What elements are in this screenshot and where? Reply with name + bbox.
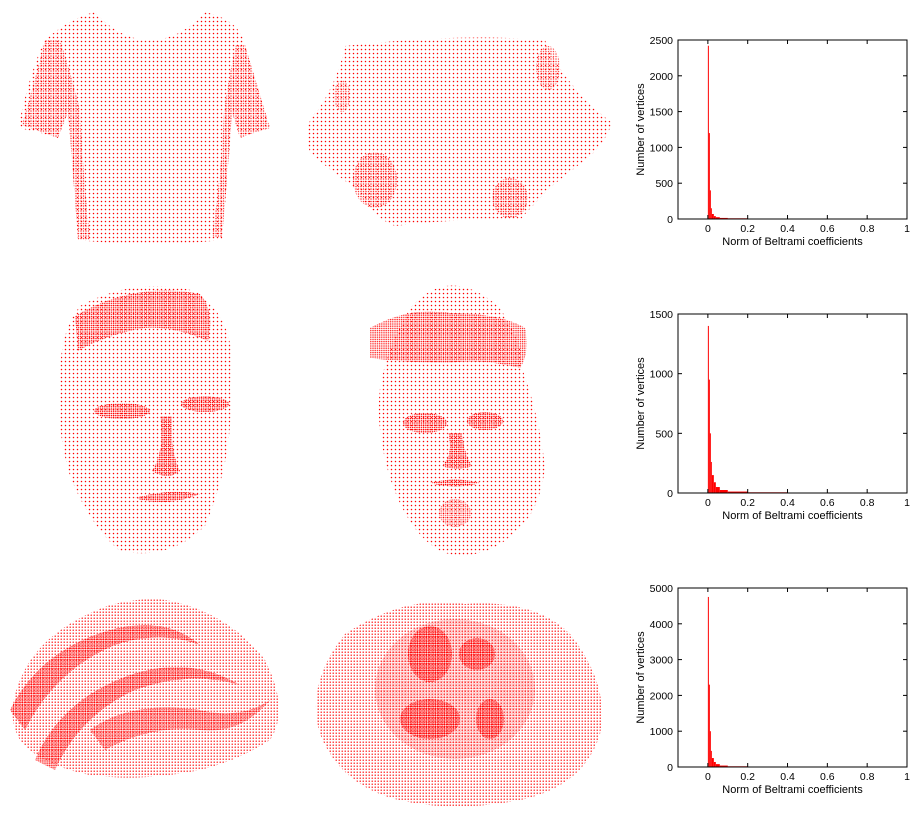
histogram-bar [712,475,714,493]
x-axis-label: Norm of Beltrami coefficients [722,510,863,522]
histogram-bar [710,731,711,767]
y-tick-label: 1500 [650,107,674,119]
face-point-cloud [40,276,250,566]
x-tick-label: 0.6 [820,497,835,509]
x-tick-label: 0.4 [780,771,795,783]
tshirt-flat-dense-2 [492,178,528,218]
y-tick-label: 4000 [650,619,674,631]
x-axis-label: Norm of Beltrami coefficients [722,236,863,248]
y-tick-label: 500 [655,428,673,440]
y-tick-label: 2500 [650,35,674,47]
plot-frame [678,40,907,219]
y-axis-label: Number of vertices [635,83,647,176]
histogram-face: 0 0.2 0.4 0.6 0.8 1 0 500 1000 1500 Norm of Beltra… [630,274,912,534]
x-tick-label: 0.6 [820,771,835,783]
y-tick-label: 1000 [650,142,674,154]
histogram-bar [709,133,710,219]
x-tick-label: 0 [705,497,711,509]
histogram-bar [710,433,711,493]
y-tick-label: 2000 [650,71,674,83]
histogram-bar [708,326,709,493]
histogram-tshirt: 0 0.2 0.4 0.6 0.8 1 0 500 1000 1500 2000 2500 Norm o… [630,0,912,260]
x-tick-label: 0 [705,771,711,783]
x-tick-label: 1 [904,771,910,783]
folded-surface-flat-center [375,619,535,759]
histogram-bar [712,758,714,767]
tshirt-parameterization [300,28,620,228]
y-tick-label: 3000 [650,655,674,667]
y-tick-label: 500 [655,178,673,190]
histogram-svg: 0 0.2 0.4 0.6 0.8 1 0 1000 2000 3000 4000 5000 Norm … [630,548,912,803]
histogram-bar [708,597,709,767]
row-face: 0 0.2 0.4 0.6 0.8 1 0 500 1000 1500 Norm of Beltra… [0,272,912,532]
y-axis-label: Number of vertices [635,631,647,724]
face-flat-chin [439,499,471,527]
y-tick-label: 1500 [650,309,674,321]
plot-frame [678,314,907,493]
histogram-bar [711,208,712,219]
histogram-folded-surface: 0 0.2 0.4 0.6 0.8 1 0 1000 2000 3000 4000 5000 Norm … [630,548,912,808]
tshirt-flat-dense-1 [353,152,397,208]
y-tick-label: 0 [667,762,673,774]
x-tick-label: 0.6 [820,223,835,235]
y-tick-label: 1000 [650,726,674,738]
x-tick-label: 1 [904,497,910,509]
y-tick-label: 0 [667,488,673,500]
y-tick-label: 1000 [650,369,674,381]
x-tick-label: 0.2 [740,771,755,783]
row-tshirt: 0 0.2 0.4 0.6 0.8 1 0 500 1000 1500 2000 2500 Norm o… [0,0,912,260]
folded-surface-parameterization [305,594,615,814]
histogram-bar [708,46,709,219]
histogram-svg: 0 0.2 0.4 0.6 0.8 1 0 500 1000 1500 Norm of Beltra… [630,274,912,529]
face-right-eye [181,396,229,412]
y-tick-label: 5000 [650,583,674,595]
histogram-bar [709,685,710,767]
histogram-bar [714,482,716,493]
x-tick-label: 0.2 [740,223,755,235]
x-tick-label: 0 [705,223,711,235]
x-tick-label: 0.4 [780,497,795,509]
histogram-bar [710,190,711,219]
x-tick-label: 0.8 [860,771,875,783]
histogram-bar [714,762,716,767]
x-tick-label: 1 [904,223,910,235]
tshirt-point-cloud [0,0,290,250]
face-left-eye [94,403,150,419]
folded-surface-point-cloud [0,590,290,790]
y-tick-label: 0 [667,214,673,226]
histogram-bar [712,214,714,219]
histogram-bar [711,462,712,493]
x-tick-label: 0.8 [860,223,875,235]
y-tick-label: 2000 [650,690,674,702]
face-parameterization [350,268,560,568]
face-flat-left-eye [403,413,447,433]
histogram-bar [711,751,712,767]
tshirt-flat-region [307,38,612,226]
histogram-bar [716,487,720,493]
x-tick-label: 0.2 [740,497,755,509]
histogram-svg: 0 0.2 0.4 0.6 0.8 1 0 500 1000 1500 2000 2500 Norm o… [630,0,912,255]
face-flat-hair [370,311,527,368]
plot-frame [678,588,907,767]
tshirt-flat-dense-4 [334,80,350,112]
x-axis-label: Norm of Beltrami coefficients [722,784,863,796]
x-tick-label: 0.8 [860,497,875,509]
tshirt-flat-dense-3 [536,46,560,90]
y-axis-label: Number of vertices [635,357,647,450]
x-tick-label: 0.4 [780,223,795,235]
histogram-bar [709,380,710,493]
face-flat-right-eye [467,412,503,430]
row-folded-surface: 0 0.2 0.4 0.6 0.8 1 0 1000 2000 3000 4000 5000 Norm … [0,548,912,808]
